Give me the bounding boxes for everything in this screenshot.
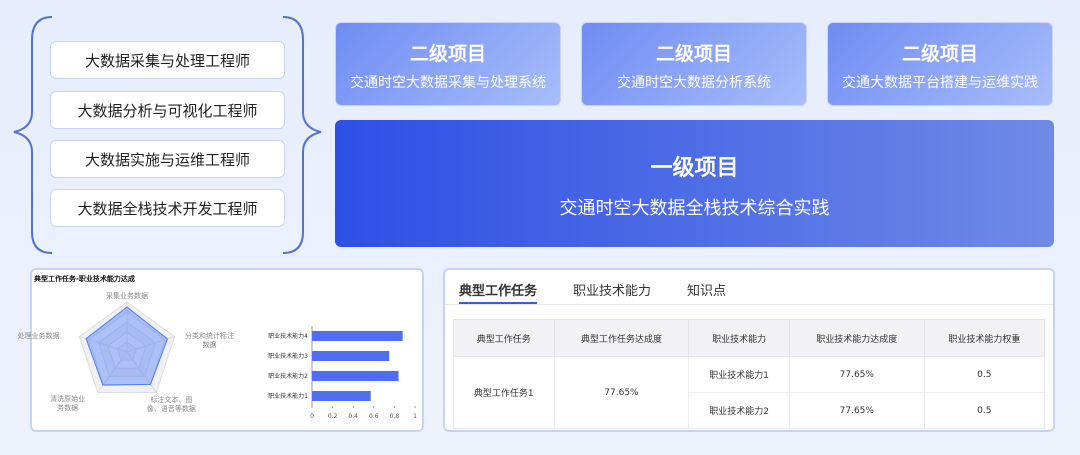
x-tick-label: 1	[413, 413, 417, 420]
y-tick-label: 职业技术能力1	[268, 392, 308, 400]
role-box: 大数据实施与运维工程师	[50, 140, 285, 178]
radar-axis	[126, 336, 175, 353]
tab-bar: 典型工作任务 职业技术能力 知识点	[445, 270, 1053, 305]
radar-label: 采集业务数据	[106, 292, 148, 300]
secondary-card: 二级项目交通大数据平台搭建与运维实践	[827, 22, 1053, 106]
project-name: 交通时空大数据分析系统	[617, 75, 771, 91]
radar-label: 标注文本、图像、语音等数据	[146, 396, 196, 414]
radar-label: 清洗原始业务数据	[50, 395, 86, 413]
cell: 职业技术能力1	[688, 356, 790, 393]
panel-title: 典型工作任务-职业技术能力达成	[34, 275, 135, 283]
th: 职业技术能力达成度	[788, 319, 925, 357]
level: 二级项目	[655, 43, 732, 65]
x-tick-label: 0.2	[328, 413, 338, 420]
tab[interactable]: 典型工作任务	[459, 280, 538, 304]
cell: 典型工作任务1	[453, 356, 555, 429]
secondary-card: 二级项目交通时空大数据分析系统	[581, 22, 807, 106]
bar	[312, 371, 399, 381]
cell: 77.65%	[788, 392, 925, 429]
cell: 77.65%	[553, 356, 690, 429]
th: 职业技术能力权重	[923, 319, 1046, 357]
cell: 职业技术能力2	[688, 392, 790, 429]
project-name: 交通大数据平台搭建与运维实践	[842, 75, 1038, 91]
table: 典型工作任务 典型工作任务达成度 职业技术能力 职业技术能力达成度 职业技术能力权重 典…	[453, 319, 1046, 429]
th: 职业技术能力	[688, 319, 790, 357]
cell: 0.5	[923, 392, 1046, 429]
project-name: 交通时空大数据采集与处理系统	[350, 75, 546, 91]
level: 二级项目	[901, 43, 978, 65]
primary-card: 一级项目 交通时空大数据全栈技术综合实践	[335, 120, 1054, 247]
table-panel: 典型工作任务 职业技术能力 知识点 典型工作任务 典型工作任务达成度 职业技术能力职…	[443, 268, 1055, 432]
brace	[13, 16, 322, 254]
th: 典型工作任务达成度	[553, 319, 690, 357]
x-tick-label: 0.6	[369, 413, 379, 420]
y-tick-label: 职业技术能力4	[268, 332, 308, 340]
role-box: 大数据分析与可视化工程师	[50, 91, 285, 129]
tab[interactable]: 知识点	[687, 284, 727, 299]
level: 二级项目	[409, 43, 486, 65]
th: 典型工作任务	[453, 319, 555, 357]
radar-axis	[126, 351, 157, 393]
radar-area	[85, 306, 169, 386]
y-tick-label: 职业技术能力2	[268, 372, 308, 380]
bar	[312, 351, 390, 361]
x-tick-label: 0.8	[390, 413, 400, 420]
x-tick-label: 0.4	[348, 413, 358, 420]
role-box: 大数据全栈技术开发工程师	[50, 189, 285, 227]
x-tick-label: 0	[310, 413, 314, 420]
secondary-card: 二级项目交通时空大数据采集与处理系统	[335, 22, 561, 106]
y-tick-label: 职业技术能力3	[268, 352, 308, 360]
radar-label: 处理业务数据	[17, 331, 60, 340]
level: 一级项目	[650, 156, 739, 181]
bar	[312, 391, 371, 401]
radar-label: 分类和统计标注数据	[185, 331, 235, 349]
cell: 0.5	[923, 356, 1046, 393]
tab[interactable]: 职业技术能力	[573, 284, 652, 299]
chart-panel: 典型工作任务-职业技术能力达成 0 0.2 0.4 0.6 0.8 1 职业技术能力4 职业技…	[17, 268, 424, 432]
cell: 77.65%	[788, 356, 925, 393]
radar-axis	[97, 351, 128, 393]
charts: 0 0.2 0.4 0.6 0.8 1 职业技术能力4 职业技术能力3 职业技术能力2 职业技术能…	[78, 301, 417, 420]
role-box: 大数据采集与处理工程师	[50, 41, 285, 79]
radar-axis	[79, 336, 128, 353]
bar	[312, 331, 403, 341]
project-name: 交通时空大数据全栈技术综合实践	[559, 198, 830, 219]
